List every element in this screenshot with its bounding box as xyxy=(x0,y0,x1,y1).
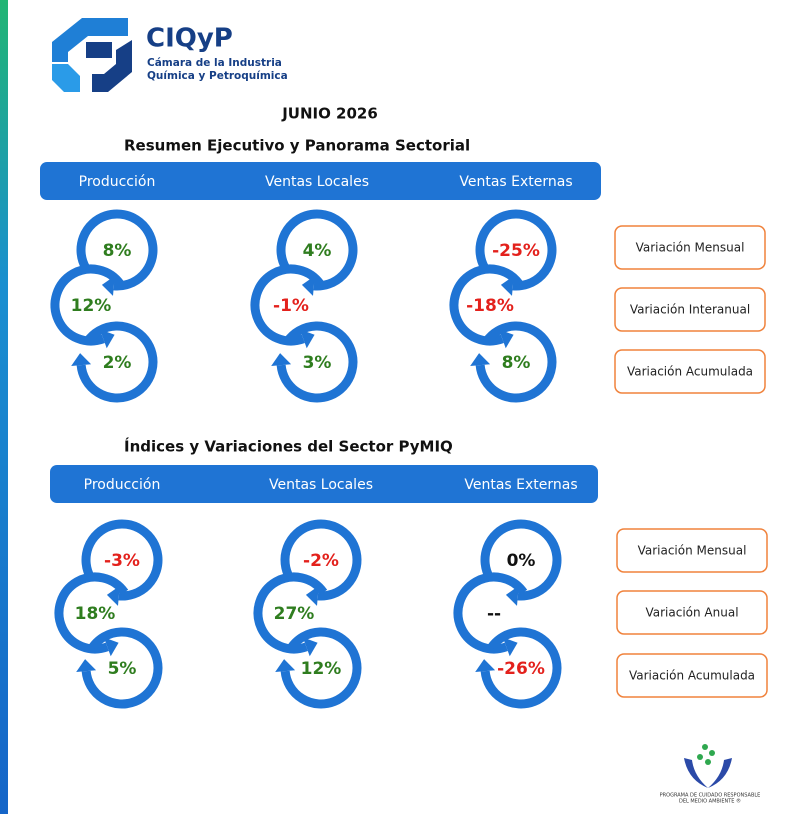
value: -18% xyxy=(466,296,514,316)
ring-arc xyxy=(50,264,125,346)
ring-arrow xyxy=(470,353,491,367)
legend-box xyxy=(614,287,766,332)
value: -25% xyxy=(492,241,540,261)
ring-arc xyxy=(76,321,158,403)
ring-arc xyxy=(480,519,562,601)
ring-arc xyxy=(475,209,557,291)
column-label: Producción xyxy=(84,477,161,493)
ring-arc xyxy=(280,627,362,709)
ring-arrow xyxy=(103,637,119,657)
legend-box xyxy=(614,349,766,394)
legend-box xyxy=(616,590,768,635)
brand-subtitle: Química y Petroquímica xyxy=(147,70,288,82)
header-bar xyxy=(40,162,601,200)
ring-arc xyxy=(81,627,163,709)
column-label: Ventas Locales xyxy=(269,477,373,493)
period: JUNIO 2026 xyxy=(281,105,378,123)
value: -- xyxy=(487,604,501,624)
header-bar xyxy=(50,465,598,503)
value: 8% xyxy=(502,353,531,373)
ring-arrow xyxy=(106,585,120,606)
ring-arrow xyxy=(271,353,292,367)
ring-arrow xyxy=(475,659,496,673)
ring-arrow xyxy=(305,585,319,606)
legend-label: Variación Anual xyxy=(645,606,738,620)
column-label: Ventas Locales xyxy=(265,174,369,190)
brand: CIQyP xyxy=(146,24,233,54)
ring-arc xyxy=(449,264,524,346)
value: 5% xyxy=(108,659,137,679)
value: 18% xyxy=(75,604,116,624)
ring-arc xyxy=(453,572,528,654)
value: 4% xyxy=(303,241,332,261)
legend-box xyxy=(616,528,768,573)
legend-label: Variación Mensual xyxy=(636,241,745,255)
ring-arrow xyxy=(76,659,97,673)
ring-arc xyxy=(276,321,358,403)
footer-text: DEL MEDIO AMBIENTE ® xyxy=(679,798,741,805)
ring-arc xyxy=(253,572,328,654)
footer-text: PROGRAMA DE CUIDADO RESPONSABLE xyxy=(660,793,761,799)
ring-arrow xyxy=(302,637,318,657)
footer-logo xyxy=(684,744,732,788)
value: -2% xyxy=(303,551,339,571)
column-label: Ventas Externas xyxy=(464,477,577,493)
value: 8% xyxy=(103,241,132,261)
ring-arc xyxy=(280,519,362,601)
ring-arc xyxy=(276,209,358,291)
legend-label: Variación Acumulada xyxy=(629,669,755,683)
value: -1% xyxy=(273,296,309,316)
ring-arrow xyxy=(275,659,296,673)
ring-arc xyxy=(480,627,562,709)
ring-arc xyxy=(76,209,158,291)
ring-arrow xyxy=(502,637,518,657)
value: 3% xyxy=(303,353,332,373)
logo-mark xyxy=(52,18,132,92)
legend-label: Variación Acumulada xyxy=(627,365,753,379)
value: 12% xyxy=(71,296,112,316)
legend-label: Variación Mensual xyxy=(638,544,747,558)
value: 0% xyxy=(507,551,536,571)
ring-arrow xyxy=(99,329,115,349)
ring-arrow xyxy=(71,353,92,367)
legend-box xyxy=(616,653,768,698)
ring-arc xyxy=(250,264,325,346)
value: -3% xyxy=(104,551,140,571)
ring-arc xyxy=(475,321,557,403)
brand-subtitle: Cámara de la Industria xyxy=(147,57,282,69)
column-label: Ventas Externas xyxy=(459,174,572,190)
ring-arc xyxy=(54,572,129,654)
ring-arrow xyxy=(299,329,315,349)
value: 12% xyxy=(301,659,342,679)
column-label: Producción xyxy=(79,174,156,190)
side-strip xyxy=(0,0,8,814)
ring-arrow xyxy=(505,585,519,606)
legend-box xyxy=(614,225,766,270)
section-title: Índices y Variaciones del Sector PyMIQ xyxy=(124,437,453,456)
ring-arrow xyxy=(498,329,514,349)
value: -26% xyxy=(497,659,545,679)
section-title: Resumen Ejecutivo y Panorama Sectorial xyxy=(124,137,470,155)
value: 27% xyxy=(274,604,315,624)
value: 2% xyxy=(103,353,132,373)
ring-arc xyxy=(81,519,163,601)
legend-label: Variación Interanual xyxy=(630,303,750,317)
